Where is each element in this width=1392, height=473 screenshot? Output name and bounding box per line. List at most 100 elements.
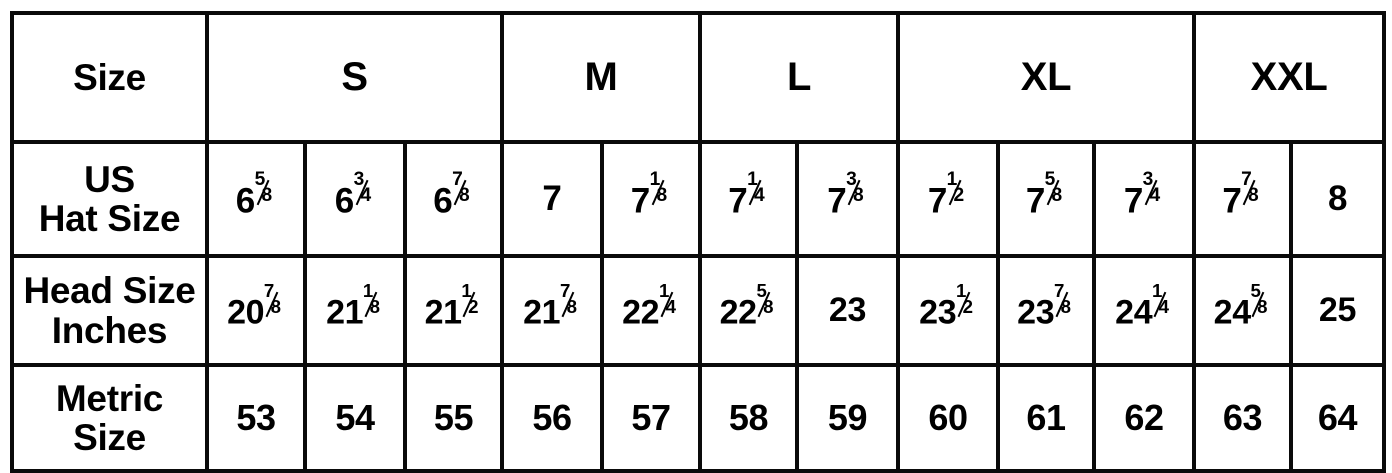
fraction-denominator: 2 [468, 296, 479, 318]
row-header-head-size-inches: Head Size Inches [10, 254, 209, 367]
table-row-us-hat-size: US Hat Size 6 5 8 6 3 4 6 7 8 7 7 1 8 7 1 4 7 3 8 7 1 2 7 5 8 7 3 4 7 7… [10, 140, 1387, 258]
fraction-numerator: 5 [254, 168, 266, 190]
fraction-denominator: 4 [753, 185, 765, 207]
value-whole: 8 [1327, 179, 1348, 219]
cell-us-hat-size-4: 7 [500, 140, 605, 258]
fraction-denominator: 2 [962, 296, 973, 318]
fraction-denominator: 2 [953, 185, 965, 207]
cell-head-size-inches-1: 20 7 8 [205, 254, 307, 367]
size-group-header-m: M [500, 11, 703, 144]
value-whole: 7 [1222, 181, 1242, 221]
fraction-denominator: 8 [763, 296, 774, 318]
fraction-denominator: 8 [1248, 185, 1259, 207]
fraction-numerator: 3 [353, 168, 365, 190]
fraction-numerator: 7 [1053, 280, 1065, 302]
fraction-numerator: 7 [452, 168, 463, 190]
cell-metric-size-6: 58 [698, 363, 800, 473]
cell-head-size-inches-11: 24 5 8 [1192, 254, 1294, 367]
fraction-denominator: 8 [852, 185, 864, 207]
value-whole: 59 [827, 396, 868, 438]
fraction-numerator: 1 [747, 168, 758, 190]
fraction-numerator: 1 [1151, 280, 1163, 302]
cell-metric-size-7: 59 [795, 363, 901, 473]
size-group-header-s: S [204, 11, 505, 144]
fraction-denominator: 8 [656, 185, 667, 207]
size-group-header-l: L [698, 11, 901, 144]
value-whole: 22 [622, 293, 660, 332]
fraction-numerator: 3 [1142, 168, 1154, 190]
cell-metric-size-9: 61 [996, 363, 1097, 473]
row-header-metric-size: Metric Size [10, 363, 209, 473]
cell-head-size-inches-8: 23 1 2 [896, 254, 1001, 367]
value-whole: 21 [523, 293, 561, 332]
row-header-line2: Size [73, 417, 146, 458]
table-body: Size S M L XL XXL US Hat Size 6 5 8 6 3 4 6 7 8 7 7 1 8 7 1 4 7 3… [10, 11, 1387, 473]
table-row-size-groups: Size S M L XL XXL [10, 11, 1387, 144]
value-whole: 23 [919, 293, 957, 332]
cell-head-size-inches-9: 23 7 8 [996, 254, 1097, 367]
cell-head-size-inches-7: 23 [795, 254, 901, 367]
cell-metric-size-12: 64 [1289, 363, 1387, 473]
cell-metric-size-3: 55 [402, 363, 505, 473]
value-whole: 57 [631, 396, 671, 438]
value-whole: 22 [719, 293, 758, 332]
fraction-numerator: 1 [649, 168, 661, 190]
value-whole: 23 [828, 291, 867, 330]
cell-metric-size-10: 62 [1092, 363, 1197, 473]
fraction-numerator: 3 [846, 168, 857, 190]
cell-metric-size-8: 60 [896, 363, 1001, 473]
row-header-size: Size [10, 11, 209, 144]
value-whole: 23 [1017, 293, 1055, 332]
fraction-denominator: 8 [566, 296, 577, 318]
cell-head-size-inches-3: 21 1 2 [402, 254, 505, 367]
value-whole: 24 [1213, 293, 1252, 332]
value-whole: 6 [334, 181, 354, 221]
value-whole: 60 [928, 396, 968, 438]
cell-head-size-inches-6: 22 5 8 [698, 254, 800, 367]
cell-head-size-inches-10: 24 1 4 [1092, 254, 1197, 367]
fraction-denominator: 4 [1158, 296, 1169, 318]
fraction-denominator: 8 [1257, 296, 1268, 318]
cell-head-size-inches-2: 21 1 8 [303, 254, 407, 367]
cell-metric-size-11: 63 [1192, 363, 1294, 473]
cell-head-size-inches-4: 21 7 8 [500, 254, 605, 367]
table-row-head-size-inches: Head Size Inches 20 7 8 21 1 8 21 1 2 21 7 8 22 1 4 22 5 8 2… [10, 254, 1387, 367]
value-whole: 24 [1115, 293, 1153, 332]
value-whole: 61 [1026, 396, 1066, 438]
fraction-denominator: 8 [1051, 185, 1063, 207]
fraction-denominator: 4 [1149, 185, 1161, 207]
row-header-line1: Metric [55, 377, 164, 419]
fraction-denominator: 8 [1060, 296, 1071, 318]
value-whole: 25 [1318, 291, 1357, 330]
value-whole: 21 [326, 293, 364, 332]
cell-metric-size-1: 53 [205, 363, 307, 473]
value-whole: 7 [728, 181, 748, 221]
row-header-line2: Hat Size [38, 198, 181, 239]
fraction-numerator: 1 [955, 280, 967, 302]
fraction-numerator: 7 [559, 280, 571, 302]
hat-size-chart-table: Size S M L XL XXL US Hat Size 6 5 8 6 3 4 6 7 8 7 7 1 8 7 1 4 7 3… [10, 11, 1387, 473]
